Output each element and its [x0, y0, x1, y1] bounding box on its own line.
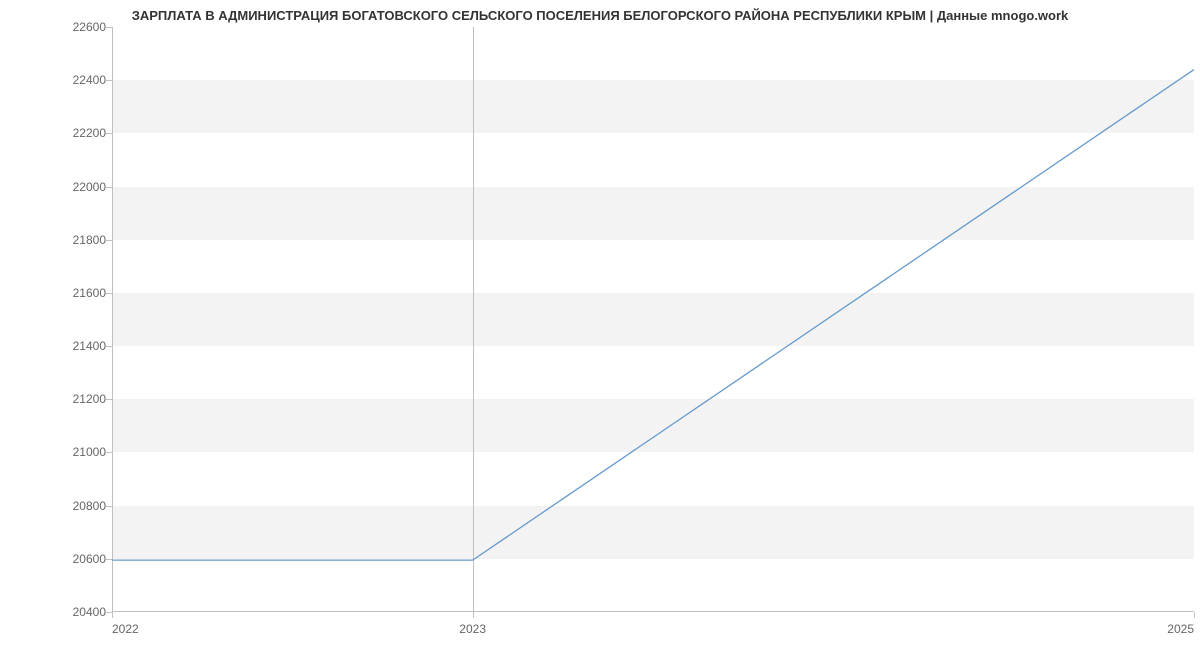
y-tick-mark: [106, 133, 112, 134]
y-tick-mark: [106, 452, 112, 453]
x-tick-mark: [112, 612, 113, 618]
x-tick-label: 2023: [459, 622, 486, 636]
y-tick-label: 22000: [26, 180, 106, 194]
y-tick-label: 21200: [26, 392, 106, 406]
x-tick-label: 2022: [112, 622, 139, 636]
grid-band: [112, 399, 1194, 452]
vertical-gridline: [473, 27, 474, 612]
y-tick-mark: [106, 80, 112, 81]
y-tick-label: 21000: [26, 445, 106, 459]
y-tick-mark: [106, 187, 112, 188]
y-tick-mark: [106, 293, 112, 294]
y-tick-label: 21800: [26, 233, 106, 247]
y-tick-label: 22400: [26, 73, 106, 87]
x-tick-label: 2025: [1167, 622, 1194, 636]
grid-band: [112, 506, 1194, 559]
grid-band: [112, 293, 1194, 346]
y-tick-label: 22600: [26, 20, 106, 34]
y-tick-mark: [106, 346, 112, 347]
chart-container: ЗАРПЛАТА В АДМИНИСТРАЦИЯ БОГАТОВСКОГО СЕ…: [0, 0, 1200, 650]
plot-area: [112, 27, 1194, 612]
y-tick-label: 20600: [26, 552, 106, 566]
y-tick-mark: [106, 240, 112, 241]
y-tick-label: 22200: [26, 126, 106, 140]
y-tick-label: 21600: [26, 286, 106, 300]
y-tick-label: 20400: [26, 605, 106, 619]
y-tick-mark: [106, 399, 112, 400]
y-tick-label: 20800: [26, 499, 106, 513]
chart-title: ЗАРПЛАТА В АДМИНИСТРАЦИЯ БОГАТОВСКОГО СЕ…: [0, 8, 1200, 23]
x-tick-mark: [473, 612, 474, 618]
y-tick-mark: [106, 559, 112, 560]
grid-band: [112, 80, 1194, 133]
x-tick-mark: [1194, 612, 1195, 618]
grid-band: [112, 187, 1194, 240]
y-tick-mark: [106, 506, 112, 507]
y-tick-mark: [106, 27, 112, 28]
y-tick-label: 21400: [26, 339, 106, 353]
